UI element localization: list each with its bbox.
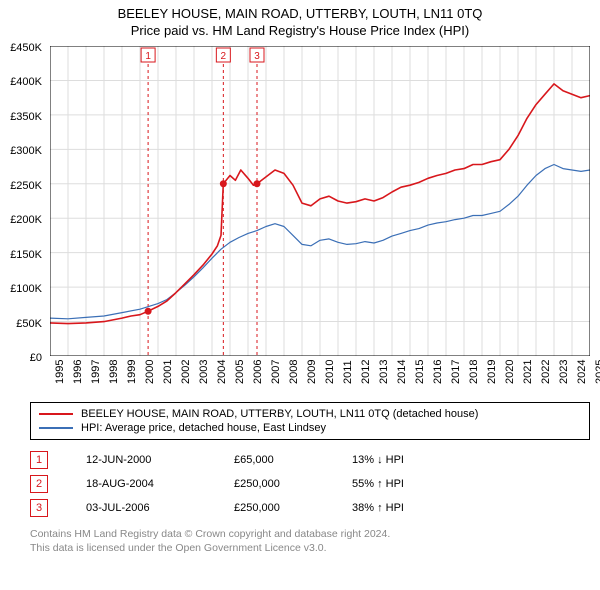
y-tick-label: £450K (10, 42, 42, 54)
sale-date: 03-JUL-2006 (86, 502, 196, 514)
x-tick-label: 2020 (504, 360, 516, 384)
plot-area: 1 2 3 (50, 46, 590, 356)
legend-item: BEELEY HOUSE, MAIN ROAD, UTTERBY, LOUTH,… (39, 407, 581, 421)
x-tick-label: 2018 (468, 360, 480, 384)
chart-container: BEELEY HOUSE, MAIN ROAD, UTTERBY, LOUTH,… (0, 0, 600, 555)
x-tick-label: 2004 (216, 360, 228, 384)
sale-date: 18-AUG-2004 (86, 478, 196, 490)
footer-line-1: Contains HM Land Registry data © Crown c… (30, 528, 590, 542)
legend-label: HPI: Average price, detached house, East… (81, 422, 326, 434)
x-tick-label: 2010 (324, 360, 336, 384)
y-tick-label: £150K (10, 249, 42, 261)
x-tick-label: 1996 (72, 360, 84, 384)
legend: BEELEY HOUSE, MAIN ROAD, UTTERBY, LOUTH,… (30, 402, 590, 440)
sale-date: 12-JUN-2000 (86, 454, 196, 466)
x-tick-label: 2015 (414, 360, 426, 384)
sale-hpi-diff: 13% ↓ HPI (352, 454, 452, 466)
y-axis: £0£50K£100K£150K£200K£250K£300K£350K£400… (0, 48, 46, 358)
x-tick-label: 2000 (144, 360, 156, 384)
x-tick-label: 2025 (594, 360, 600, 384)
x-tick-label: 2011 (342, 360, 354, 384)
legend-item: HPI: Average price, detached house, East… (39, 421, 581, 435)
x-tick-label: 2012 (360, 360, 372, 384)
sale-price: £250,000 (234, 502, 314, 514)
y-tick-label: £200K (10, 214, 42, 226)
x-tick-label: 2014 (396, 360, 408, 384)
y-tick-label: £0 (30, 352, 42, 364)
legend-swatch (39, 427, 73, 429)
x-tick-label: 2003 (198, 360, 210, 384)
x-tick-label: 2001 (162, 360, 174, 384)
sale-price: £65,000 (234, 454, 314, 466)
x-tick-label: 2019 (486, 360, 498, 384)
y-tick-label: £350K (10, 111, 42, 123)
x-tick-label: 2022 (540, 360, 552, 384)
sale-marker-box: 3 (30, 499, 48, 517)
title-line-1: BEELEY HOUSE, MAIN ROAD, UTTERBY, LOUTH,… (10, 6, 590, 21)
sale-row: 1 12-JUN-2000 £65,000 13% ↓ HPI (30, 448, 590, 472)
x-axis: 1995 1996 1997 1998 1999 2000 2001 2002 2003 2004… (50, 356, 590, 394)
sale-hpi-diff: 38% ↑ HPI (352, 502, 452, 514)
sale-price: £250,000 (234, 478, 314, 490)
x-tick-label: 2002 (180, 360, 192, 384)
svg-text:3: 3 (254, 51, 260, 62)
x-tick-label: 2021 (522, 360, 534, 384)
x-tick-label: 1999 (126, 360, 138, 384)
sales-table: 1 12-JUN-2000 £65,000 13% ↓ HPI 2 18-AUG-2004… (30, 448, 590, 520)
x-tick-label: 2006 (252, 360, 264, 384)
sale-row: 2 18-AUG-2004 £250,000 55% ↑ HPI (30, 472, 590, 496)
x-tick-label: 2017 (450, 360, 462, 384)
x-tick-label: 1997 (90, 360, 102, 384)
titles: BEELEY HOUSE, MAIN ROAD, UTTERBY, LOUTH,… (0, 0, 600, 40)
line-chart: 1 2 3 (50, 46, 590, 356)
footer-attribution: Contains HM Land Registry data © Crown c… (30, 528, 590, 555)
legend-swatch (39, 413, 73, 415)
x-tick-label: 2023 (558, 360, 570, 384)
svg-text:2: 2 (221, 51, 227, 62)
x-tick-label: 2005 (234, 360, 246, 384)
sale-marker-box: 1 (30, 451, 48, 469)
y-tick-label: £300K (10, 145, 42, 157)
sale-row: 3 03-JUL-2006 £250,000 38% ↑ HPI (30, 496, 590, 520)
x-tick-label: 2016 (432, 360, 444, 384)
x-tick-label: 2008 (288, 360, 300, 384)
legend-label: BEELEY HOUSE, MAIN ROAD, UTTERBY, LOUTH,… (81, 408, 478, 420)
y-tick-label: £50K (16, 318, 42, 330)
x-tick-label: 2009 (306, 360, 318, 384)
x-tick-label: 2013 (378, 360, 390, 384)
svg-text:1: 1 (145, 51, 151, 62)
sale-hpi-diff: 55% ↑ HPI (352, 478, 452, 490)
title-line-2: Price paid vs. HM Land Registry's House … (10, 23, 590, 38)
x-tick-label: 1998 (108, 360, 120, 384)
footer-line-2: This data is licensed under the Open Gov… (30, 542, 590, 556)
x-tick-label: 1995 (54, 360, 66, 384)
sale-marker-box: 2 (30, 475, 48, 493)
y-tick-label: £400K (10, 76, 42, 88)
x-tick-label: 2007 (270, 360, 282, 384)
x-tick-label: 2024 (576, 360, 588, 384)
y-tick-label: £100K (10, 283, 42, 295)
y-tick-label: £250K (10, 180, 42, 192)
